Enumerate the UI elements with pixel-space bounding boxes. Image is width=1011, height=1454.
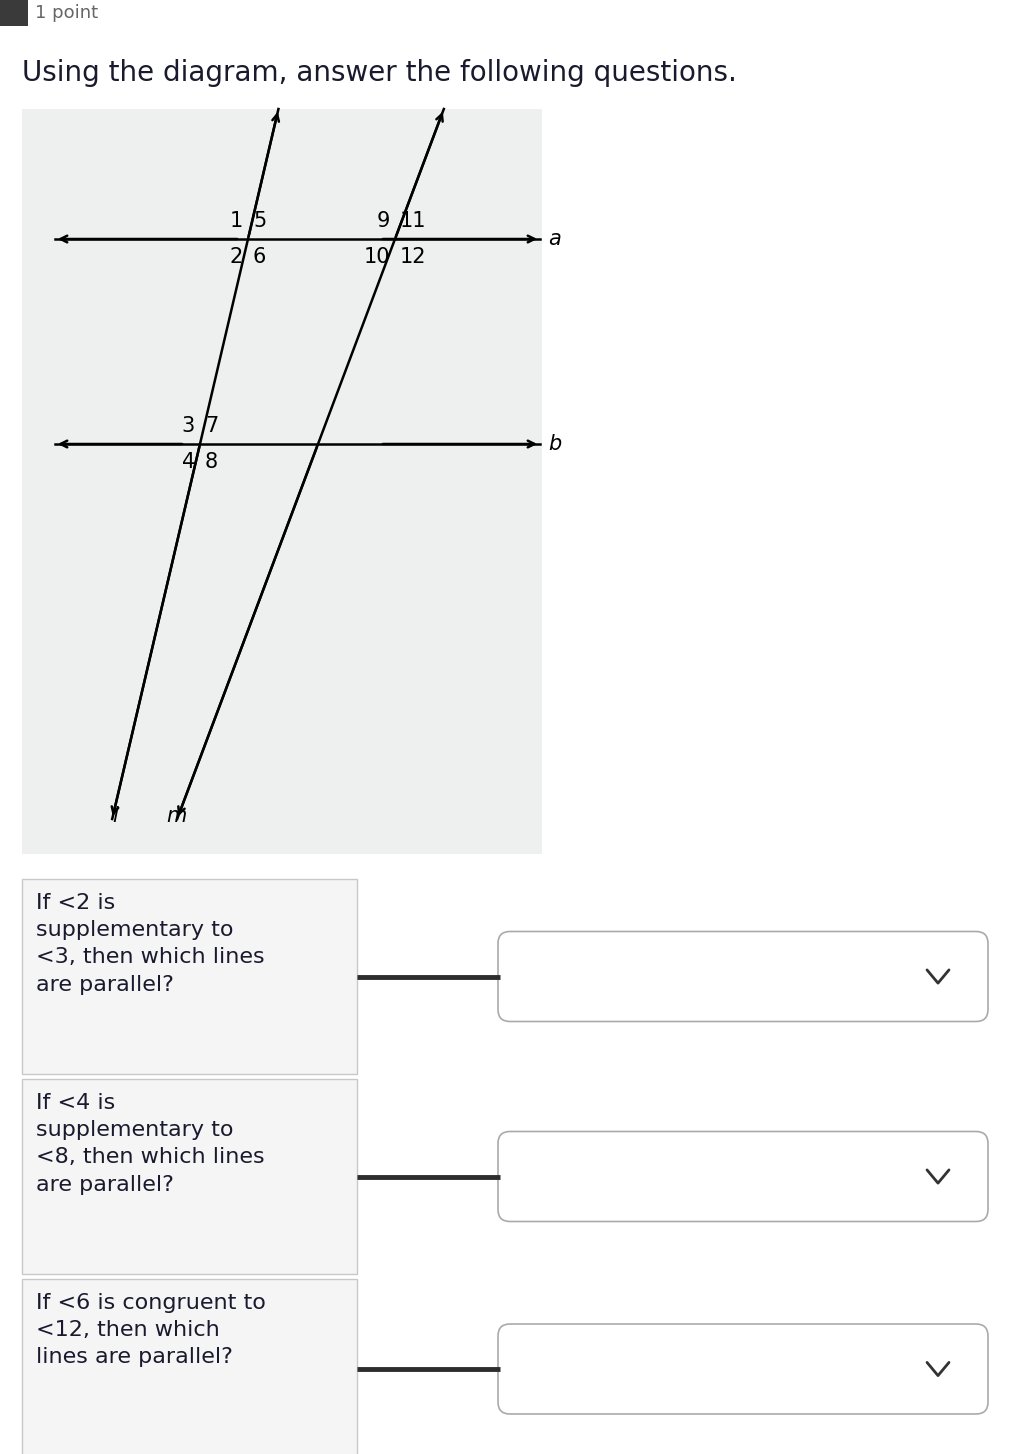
Text: 3: 3 — [182, 416, 195, 436]
Text: 2: 2 — [229, 247, 243, 268]
Bar — [22, 880, 357, 1075]
Text: b: b — [548, 433, 561, 454]
FancyBboxPatch shape — [498, 932, 988, 1022]
Text: 5: 5 — [253, 211, 266, 231]
Text: If <4 is
supplementary to
<8, then which lines
are parallel?: If <4 is supplementary to <8, then which… — [36, 1093, 265, 1195]
Text: 11: 11 — [400, 211, 427, 231]
Text: 4: 4 — [182, 452, 195, 473]
FancyBboxPatch shape — [498, 1325, 988, 1413]
Text: 1 point: 1 point — [35, 4, 98, 22]
Text: 12: 12 — [400, 247, 427, 268]
FancyBboxPatch shape — [498, 1131, 988, 1221]
Bar — [22, 1280, 357, 1454]
Text: If <2 is
supplementary to
<3, then which lines
are parallel?: If <2 is supplementary to <3, then which… — [36, 893, 265, 995]
Text: 10: 10 — [364, 247, 390, 268]
Text: m: m — [166, 806, 187, 826]
Text: 6: 6 — [253, 247, 266, 268]
Text: Using the diagram, answer the following questions.: Using the diagram, answer the following … — [22, 60, 737, 87]
Bar — [0, 0, 28, 26]
Bar — [22, 109, 542, 853]
Text: 8: 8 — [205, 452, 218, 473]
Text: 9: 9 — [377, 211, 390, 231]
Bar — [22, 1079, 357, 1274]
Text: a: a — [548, 228, 561, 249]
Text: 7: 7 — [205, 416, 218, 436]
Text: If <6 is congruent to
<12, then which
lines are parallel?: If <6 is congruent to <12, then which li… — [36, 1293, 266, 1367]
Text: 1: 1 — [229, 211, 243, 231]
Text: l: l — [112, 806, 118, 826]
